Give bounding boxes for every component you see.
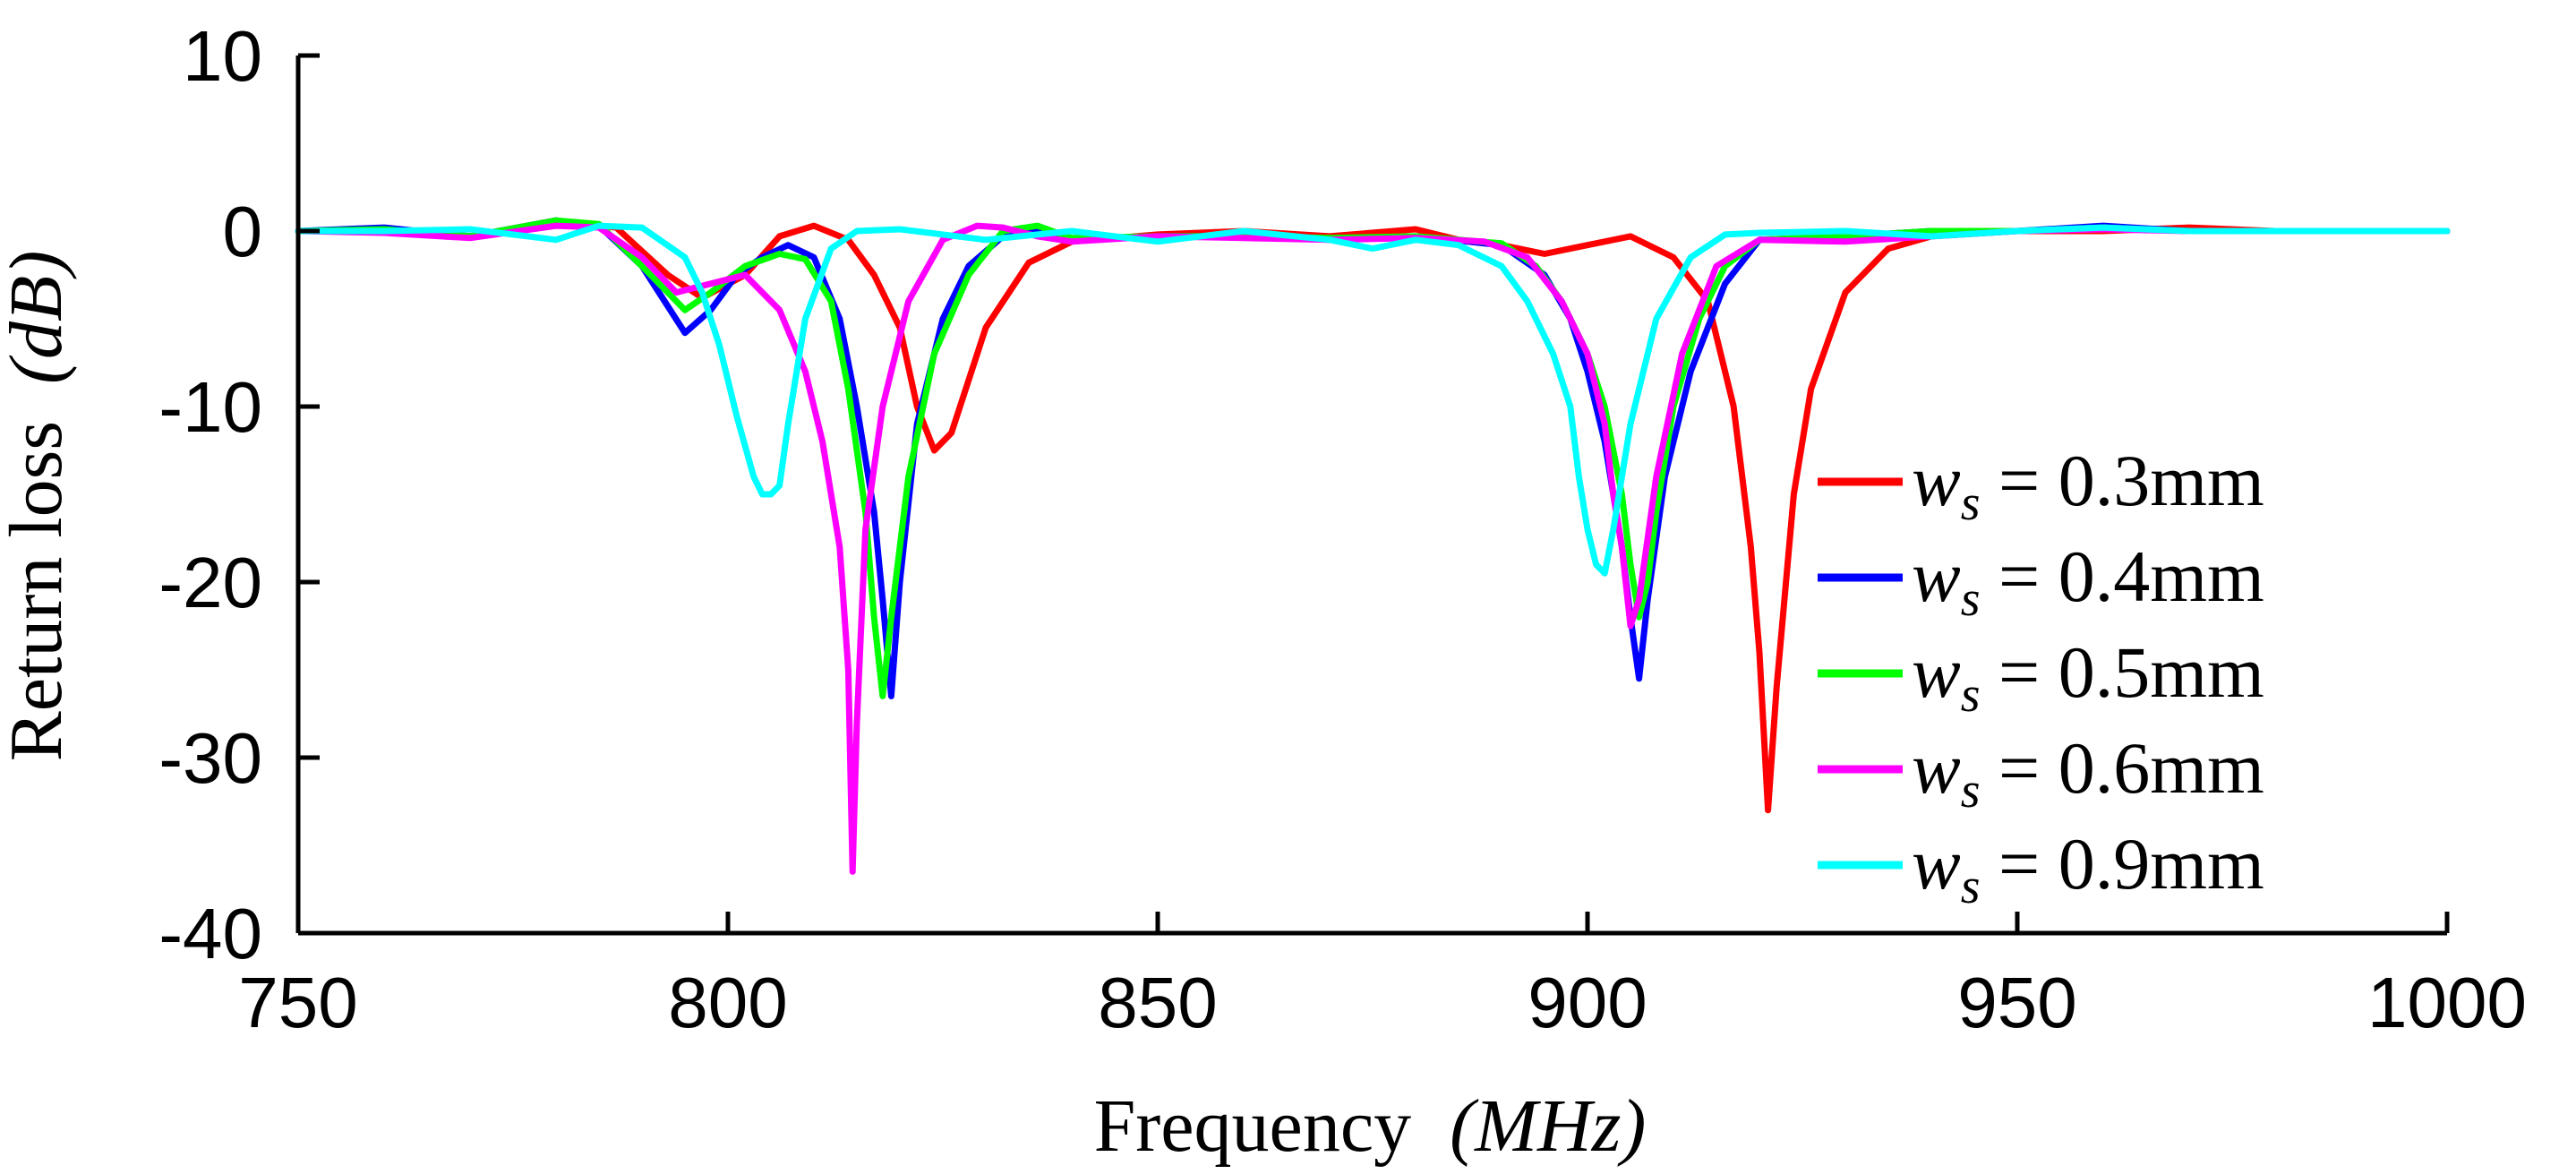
x-tick-label: 900 [1528, 963, 1647, 1042]
legend-label-main: w [1912, 631, 1961, 713]
legend-label-sub: s [1961, 667, 1981, 723]
x-axis-title: Frequency (MHz) [1094, 1084, 1647, 1168]
y-tick-label: -40 [158, 894, 262, 973]
legend-label: ws = 0.3mm [1912, 440, 2264, 531]
legend-label-rest: = 0.3mm [1981, 440, 2264, 521]
x-tick-label: 950 [1957, 963, 2076, 1042]
x-tick-label: 1000 [2367, 963, 2527, 1042]
legend-label-sub: s [1961, 571, 1981, 627]
legend-label-main: w [1912, 727, 1961, 809]
legend-entry-1: ws = 0.3mm [1818, 440, 2264, 531]
x-tick-label: 750 [238, 963, 357, 1042]
legend-label-rest: = 0.4mm [1981, 536, 2264, 617]
x-tick-label: 850 [1098, 963, 1217, 1042]
legend-label: ws = 0.9mm [1912, 823, 2264, 914]
legend-label-rest: = 0.9mm [1981, 823, 2264, 904]
x-axis-label: Frequency [1094, 1084, 1412, 1168]
legend-label: ws = 0.6mm [1912, 727, 2264, 818]
legend-label-sub: s [1961, 859, 1981, 914]
legend-label-main: w [1912, 823, 1961, 904]
series-line-4 [295, 222, 2451, 875]
legend-label-sub: s [1961, 476, 1981, 531]
legend-label: ws = 0.5mm [1912, 631, 2264, 723]
y-axis-title: Return loss (dB) [0, 251, 78, 762]
legend-entry-4: ws = 0.6mm [1818, 727, 2264, 818]
legend-entry-2: ws = 0.4mm [1818, 536, 2264, 627]
series-layer [295, 217, 2451, 875]
y-axis-label: Return loss [0, 421, 78, 761]
legend-entry-3: ws = 0.5mm [1818, 631, 2264, 723]
y-tick-label: -20 [158, 543, 262, 622]
y-axis-unit: (dB) [0, 251, 78, 384]
legend-label-main: w [1912, 440, 1961, 521]
ticks-layer: 750 800 850 900 950 1000 10 0 -10 -20 -30 -40 [158, 16, 2527, 1042]
y-tick-label: -30 [158, 718, 262, 798]
plot-background [298, 56, 2447, 933]
plot-area [298, 56, 2447, 933]
y-tick-label: 10 [183, 16, 262, 96]
y-tick-label: -10 [158, 367, 262, 447]
x-axis-unit: (MHz) [1450, 1084, 1646, 1168]
legend-label-rest: = 0.6mm [1981, 727, 2264, 809]
legend-entry-5: ws = 0.9mm [1818, 823, 2264, 914]
legend-label-rest: = 0.5mm [1981, 631, 2264, 713]
series-line-5 [295, 222, 2451, 577]
x-tick-label: 800 [668, 963, 787, 1042]
legend-label-main: w [1912, 536, 1961, 617]
legend-label: ws = 0.4mm [1912, 536, 2264, 627]
legend-label-sub: s [1961, 763, 1981, 818]
y-tick-label: 0 [223, 192, 263, 271]
axes-layer [295, 56, 2447, 936]
